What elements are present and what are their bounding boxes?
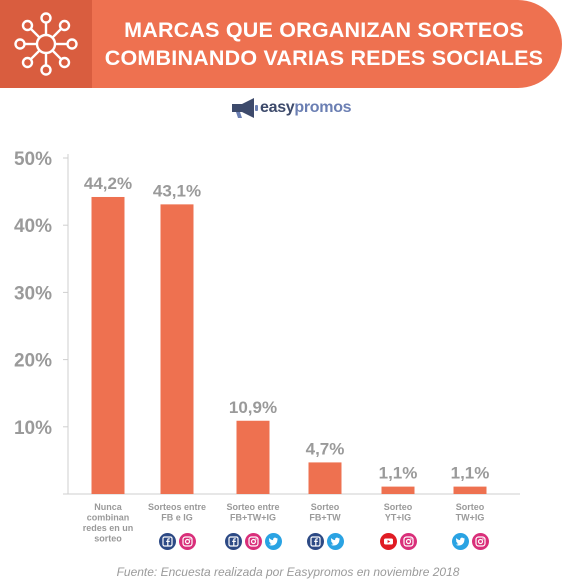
title-line-1: MARCAS QUE ORGANIZAN SORTEOS [124, 18, 524, 42]
megaphone-icon [232, 98, 258, 118]
x-tick-label-line: redes en un [83, 523, 134, 533]
brand-text-easy: easy [260, 99, 295, 116]
twitter-icon [264, 533, 282, 550]
x-tick-label-line: Sorteo [456, 502, 485, 512]
x-tick-label-line: FB+TW [309, 513, 341, 523]
header-banner: MARCAS QUE ORGANIZAN SORTEOS COMBINANDO … [0, 0, 562, 88]
x-tick-label: Sorteo TW+IG [456, 502, 485, 523]
x-tick-label: Nunca combinan redes en un sorteo [83, 502, 134, 544]
bar [381, 486, 415, 494]
x-tick-label-line: sorteo [94, 534, 122, 544]
bar [160, 204, 194, 495]
bar-value-label: 44,2% [84, 174, 132, 193]
facebook-icon [224, 533, 242, 550]
bar-value-label: 4,7% [306, 439, 345, 458]
bar-chart: 10% 20% 30% 40% 50% 44,2% Nunca combinan redes e… [14, 149, 520, 544]
x-tick-label: Sorteo FB+TW [309, 502, 341, 523]
y-tick-label: 50% [14, 149, 52, 170]
x-tick-label-line: TW+IG [456, 513, 485, 523]
network-icon [14, 12, 78, 76]
social-icons-row [306, 533, 344, 550]
bar [453, 486, 487, 494]
bar-value-label: 43,1% [153, 181, 201, 200]
instagram-icon [471, 533, 489, 550]
bar [236, 420, 270, 494]
social-icons-row [224, 533, 282, 550]
bar-value-label: 1,1% [451, 464, 490, 483]
brand-text-promos: promos [294, 99, 352, 116]
x-tick-label: Sorteo entre FB+TW+IG [226, 502, 279, 523]
x-tick-label: Sorteo YT+IG [384, 502, 413, 523]
chart-title: MARCAS QUE ORGANIZAN SORTEOS COMBINANDO … [104, 16, 544, 72]
social-icons-row [158, 533, 196, 550]
social-icons-row [451, 533, 489, 550]
instagram-icon [399, 533, 417, 550]
y-tick-label: 40% [14, 216, 52, 237]
facebook-icon [306, 533, 324, 550]
bar [91, 196, 125, 494]
bar [308, 462, 342, 494]
y-tick-label: 10% [14, 418, 52, 439]
title-line-2: COMBINANDO VARIAS REDES SOCIALES [104, 46, 544, 70]
source-footnote: Fuente: Encuesta realizada por Easypromo… [116, 565, 460, 579]
social-icons-row [379, 533, 417, 550]
x-tick-label-line: Nunca [94, 502, 123, 512]
bar-value-label: 1,1% [379, 464, 418, 483]
x-tick-label-line: YT+IG [385, 513, 411, 523]
y-tick-label: 30% [14, 283, 52, 304]
instagram-icon [178, 533, 196, 550]
bar-value-label: 10,9% [229, 398, 277, 417]
instagram-icon [244, 533, 262, 550]
brand-logo: easypromos [230, 96, 352, 120]
facebook-icon [158, 533, 176, 550]
x-tick-label-line: Sorteo entre [226, 502, 279, 512]
twitter-icon [326, 533, 344, 550]
x-tick-label-line: FB+TW+IG [230, 513, 276, 523]
x-tick-label-line: Sorteo [384, 502, 413, 512]
twitter-icon [451, 533, 469, 550]
x-tick-label-line: Sorteo [311, 502, 340, 512]
youtube-icon [379, 533, 397, 550]
network-icon-box [0, 0, 92, 88]
y-tick-label: 20% [14, 351, 52, 372]
x-tick-label-line: Sorteos entre [148, 502, 206, 512]
x-tick-label-line: combinan [87, 513, 130, 523]
x-tick-label: Sorteos entre FB e IG [148, 502, 206, 523]
x-tick-label-line: FB e IG [161, 513, 193, 523]
